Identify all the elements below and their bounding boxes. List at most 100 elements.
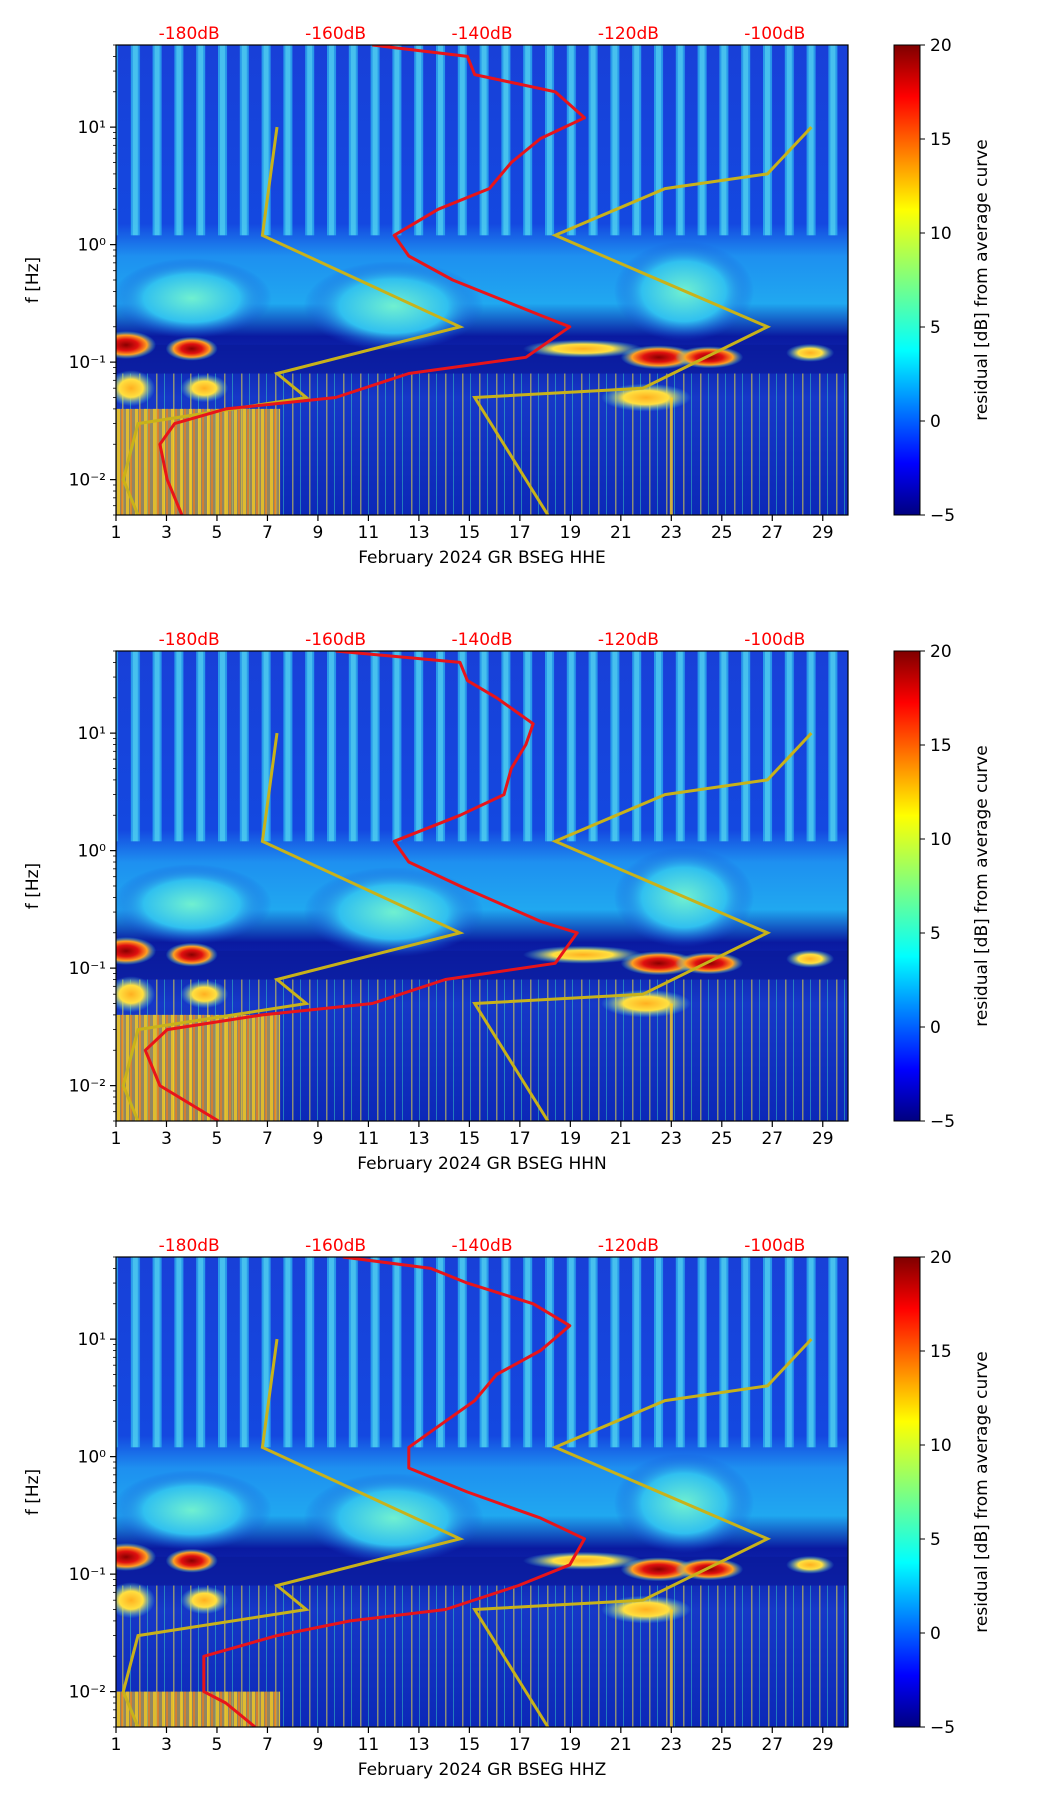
top-db-label: -100dB <box>744 1236 805 1256</box>
cyan-region <box>303 1473 484 1564</box>
noise-model-high <box>472 1338 813 1727</box>
y-tick-label: 10⁻² <box>69 1077 106 1097</box>
hot-blob <box>165 1548 218 1573</box>
y-tick-label: 10⁻¹ <box>69 1565 106 1585</box>
x-tick-label: 15 <box>459 523 481 543</box>
colorbar-tick-label: 0 <box>930 1624 941 1644</box>
warm-blob <box>786 949 835 968</box>
top-db-label: -140dB <box>451 630 512 650</box>
colorbar-gradient <box>893 650 921 1122</box>
x-tick-label: 3 <box>161 1735 172 1755</box>
x-tick-label: 13 <box>408 1735 430 1755</box>
y-tick-label: 10¹ <box>78 118 106 138</box>
warm-blob <box>116 370 156 407</box>
warm-blob <box>180 980 229 1009</box>
warm-blob <box>522 1551 643 1570</box>
y-tick-label: 10⁰ <box>78 1448 107 1468</box>
daily-stripes <box>116 1257 848 1448</box>
x-tick-label: 19 <box>560 1735 582 1755</box>
x-axis-label: February 2024 GR BSEG HHE <box>358 548 606 568</box>
daily-stripes <box>116 651 848 842</box>
warm-blob <box>786 343 835 362</box>
warm-blob <box>180 374 229 403</box>
top-db-label: -180dB <box>159 24 220 44</box>
x-tick-label: 5 <box>212 523 223 543</box>
median-curve <box>202 1257 586 1727</box>
colorbar-tick-label: −5 <box>930 1112 955 1132</box>
low-frequency-warm-texture <box>116 1691 281 1727</box>
x-tick-label: 7 <box>262 1129 273 1149</box>
colorbar: −5 0 5 10 15 20 residual [dB] from average cur… <box>893 36 992 526</box>
y-tick-label: 10⁻¹ <box>69 959 106 979</box>
colorbar-tick-label: 20 <box>930 642 952 662</box>
panel-hhe: 1 3 5 7 9 11 13 15 17 19 21 23 25 27 2910⁻²10⁻¹10⁰10¹-… <box>23 24 992 568</box>
y-tick-label: 10⁻² <box>69 1683 106 1703</box>
x-tick-label: 25 <box>711 1735 733 1755</box>
panel-hhz: 1 3 5 7 9 11 13 15 17 19 21 23 25 27 2910⁻²10⁻¹10⁰10¹-… <box>23 1236 992 1780</box>
top-db-label: -120dB <box>598 24 659 44</box>
x-tick-label: 27 <box>761 523 783 543</box>
colorbar-tick-label: 10 <box>930 1436 952 1456</box>
x-tick-label: 15 <box>459 1735 481 1755</box>
x-tick-label: 27 <box>761 1129 783 1149</box>
y-tick-label: 10⁻¹ <box>69 353 106 373</box>
x-tick-label: 23 <box>660 1735 682 1755</box>
colorbar-tick-label: 0 <box>930 412 941 432</box>
x-tick-label: 29 <box>812 1735 834 1755</box>
top-db-label: -140dB <box>451 1236 512 1256</box>
top-db-label: -120dB <box>598 630 659 650</box>
x-tick-label: 9 <box>313 1129 324 1149</box>
event-line <box>669 397 673 515</box>
x-tick-label: 3 <box>161 1129 172 1149</box>
colorbar-tick-label: 15 <box>930 736 952 756</box>
panel-hhn: 1 3 5 7 9 11 13 15 17 19 21 23 25 27 2910⁻²10⁻¹10⁰10¹-… <box>23 630 992 1174</box>
warm-blob <box>522 945 643 964</box>
x-tick-label: 11 <box>358 1735 380 1755</box>
top-db-label: -160dB <box>305 24 366 44</box>
panels: 1 3 5 7 9 11 13 15 17 19 21 23 25 27 2910⁻²10⁻¹10⁰10¹-… <box>23 24 992 1780</box>
colorbar-tick-label: 20 <box>930 36 952 56</box>
colorbar-tick-label: 15 <box>930 1342 952 1362</box>
colorbar-tick-label: 5 <box>930 1530 941 1550</box>
x-tick-label: 5 <box>212 1735 223 1755</box>
spectrogram <box>116 651 848 1121</box>
x-tick-label: 25 <box>711 523 733 543</box>
x-tick-label: 1 <box>111 523 122 543</box>
y-tick-label: 10⁻² <box>69 471 106 491</box>
top-db-label: -100dB <box>744 24 805 44</box>
y-tick-label: 10⁰ <box>78 842 107 862</box>
x-tick-label: 19 <box>560 1129 582 1149</box>
colorbar-label: residual [dB] from average curve <box>972 745 992 1026</box>
warm-blob <box>522 339 643 358</box>
colorbar-tick-label: −5 <box>930 1718 955 1738</box>
daily-stripes <box>116 45 848 236</box>
x-tick-label: 7 <box>262 523 273 543</box>
colorbar-tick-label: 15 <box>930 130 952 150</box>
colorbar-tick-label: −5 <box>930 506 955 526</box>
x-tick-label: 13 <box>408 1129 430 1149</box>
event-line <box>669 1609 673 1727</box>
noise-model-low <box>121 126 465 515</box>
noise-model-high <box>472 126 813 515</box>
hot-blob <box>116 330 157 359</box>
noise-model-low <box>121 732 465 1121</box>
cyan-region <box>116 864 272 945</box>
x-tick-label: 29 <box>812 523 834 543</box>
x-tick-label: 17 <box>509 523 531 543</box>
warm-blob <box>786 1555 835 1574</box>
x-tick-label: 29 <box>812 1129 834 1149</box>
colorbar-gradient <box>893 44 921 516</box>
y-axis-label: f [Hz] <box>23 257 43 303</box>
top-db-label: -160dB <box>305 1236 366 1256</box>
colorbar-tick-label: 0 <box>930 1018 941 1038</box>
x-tick-label: 17 <box>509 1735 531 1755</box>
low-frequency-warm-texture <box>116 408 281 515</box>
x-tick-label: 25 <box>711 1129 733 1149</box>
top-db-label: -180dB <box>159 630 220 650</box>
hot-blob <box>675 1558 744 1581</box>
colorbar: −5 0 5 10 15 20 residual [dB] from average cur… <box>893 1248 992 1738</box>
x-tick-label: 1 <box>111 1735 122 1755</box>
hot-blob <box>675 346 744 369</box>
colorbar-label: residual [dB] from average curve <box>972 1351 992 1632</box>
